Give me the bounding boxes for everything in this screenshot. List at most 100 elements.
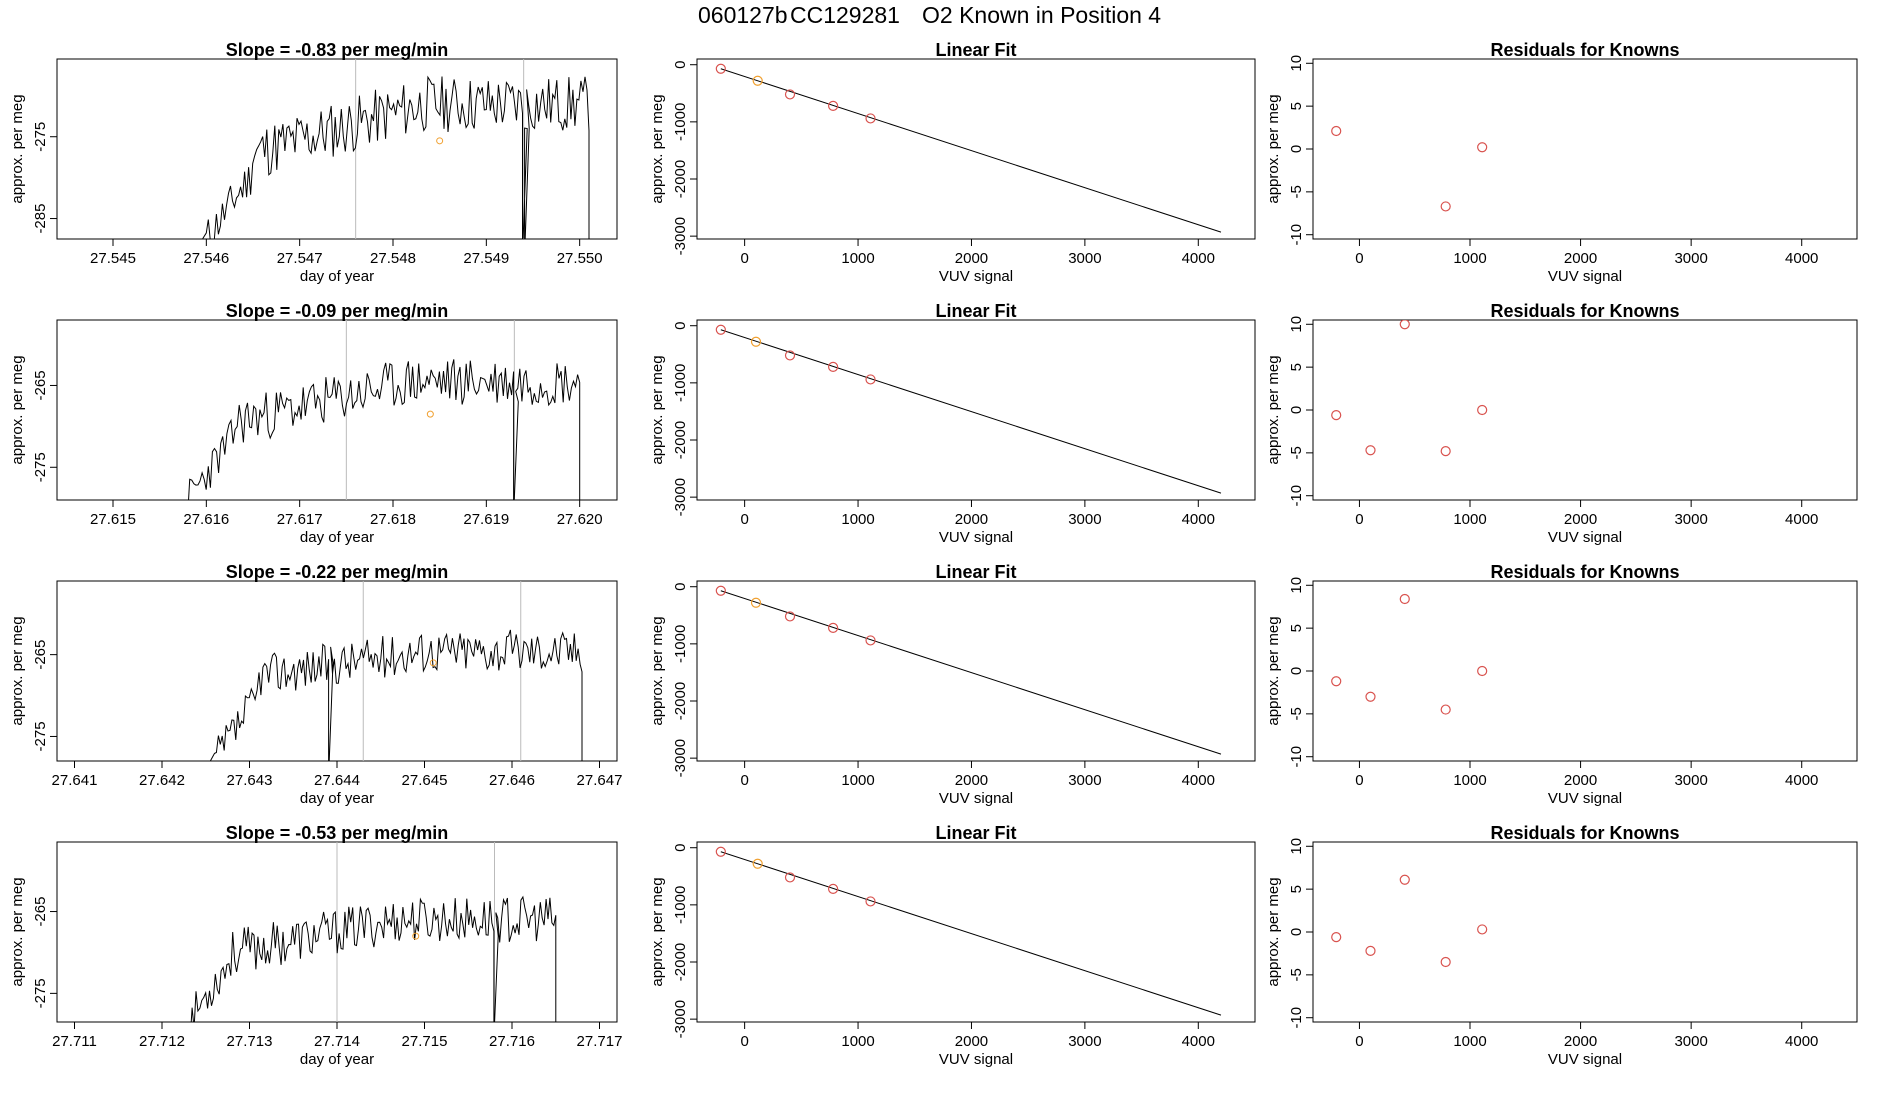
y-tick-label: 10 xyxy=(1288,577,1305,594)
plot-title: Linear Fit xyxy=(935,823,1016,843)
plot-title: Residuals for Knowns xyxy=(1490,301,1679,321)
residual-point xyxy=(1331,125,1342,137)
x-tick-label: 27.617 xyxy=(277,511,323,528)
x-tick-label: 27.717 xyxy=(577,1033,623,1050)
x-tick-label: 27.713 xyxy=(227,1033,273,1050)
x-tick-label: 27.714 xyxy=(314,1033,360,1050)
x-tick-label: 1000 xyxy=(1453,1033,1486,1050)
plot-title: Slope = -0.53 per meg/min xyxy=(226,823,449,843)
y-tick-label: -10 xyxy=(1288,1007,1305,1029)
y-tick-label: -10 xyxy=(1288,746,1305,768)
fit-point xyxy=(865,896,876,907)
chart-panel-residuals-1: Residuals for Knowns 0 1000 2000 3000 4000 VUV… xyxy=(1265,40,1858,285)
x-tick-label: 27.645 xyxy=(402,772,448,789)
y-axis-label: approx. per meg xyxy=(1265,877,1282,986)
residual-point xyxy=(1365,445,1376,456)
y-tick-label: -3000 xyxy=(672,478,689,516)
x-tick-label: 0 xyxy=(1355,772,1363,789)
fit-point xyxy=(827,361,839,372)
x-tick-label: 4000 xyxy=(1785,772,1818,789)
plot-frame xyxy=(696,319,1256,501)
fit-point xyxy=(865,374,876,385)
residual-point xyxy=(1399,593,1410,605)
x-axis-label: VUV signal xyxy=(939,529,1013,546)
x-axis-label: VUV signal xyxy=(1548,529,1622,546)
y-tick-label: 5 xyxy=(1288,885,1305,893)
y-axis-label: approx. per meg xyxy=(649,877,666,986)
fit-point xyxy=(750,336,762,347)
x-tick-label: 3000 xyxy=(1068,250,1101,267)
y-tick-label: 0 xyxy=(1288,667,1305,675)
x-tick-label: 27.549 xyxy=(463,250,509,267)
fit-line xyxy=(720,329,1222,494)
chart-panel-linear-fit-4: Linear Fit 0 1000 2000 3000 4000 VUV signal 0 -1… xyxy=(649,823,1256,1068)
y-tick-label: -275 xyxy=(32,122,49,152)
x-axis-label: VUV signal xyxy=(939,1051,1013,1068)
x-tick-label: 27.545 xyxy=(90,250,136,267)
x-tick-label: 0 xyxy=(1355,1033,1363,1050)
x-tick-label: 3000 xyxy=(1068,511,1101,528)
y-axis-label: approx. per meg xyxy=(649,616,666,725)
time-series-trace xyxy=(201,75,590,239)
y-tick-label: -5 xyxy=(1288,707,1305,720)
fit-line xyxy=(720,68,1222,233)
residual-point xyxy=(1365,945,1376,956)
fit-point xyxy=(865,635,876,646)
x-tick-label: 4000 xyxy=(1785,1033,1818,1050)
plot-frame xyxy=(696,580,1256,762)
x-tick-label: 2000 xyxy=(955,1033,988,1050)
x-tick-label: 4000 xyxy=(1182,511,1215,528)
plot-title: Linear Fit xyxy=(935,562,1016,582)
x-tick-label: 4000 xyxy=(1182,250,1215,267)
plot-title: Linear Fit xyxy=(935,301,1016,321)
plot-data-area xyxy=(1331,125,1488,212)
fit-point xyxy=(865,113,876,124)
x-axis-label: VUV signal xyxy=(1548,268,1622,285)
x-tick-label: 27.615 xyxy=(90,511,136,528)
plot-data-area xyxy=(1331,320,1488,457)
x-tick-label: 1000 xyxy=(841,772,874,789)
time-series-trace xyxy=(190,895,557,1022)
y-axis-label: approx. per meg xyxy=(1265,94,1282,203)
x-tick-label: 3000 xyxy=(1674,511,1707,528)
x-tick-label: 4000 xyxy=(1182,772,1215,789)
x-axis-label: day of year xyxy=(300,529,374,546)
y-tick-label: -3000 xyxy=(672,739,689,777)
x-tick-label: 27.716 xyxy=(489,1033,535,1050)
x-tick-label: 27.643 xyxy=(227,772,273,789)
x-tick-label: 4000 xyxy=(1785,511,1818,528)
x-tick-label: 2000 xyxy=(1564,511,1597,528)
y-tick-label: -10 xyxy=(1288,224,1305,246)
y-tick-label: -275 xyxy=(32,452,49,482)
x-tick-label: 27.546 xyxy=(183,250,229,267)
residual-point xyxy=(1440,201,1451,212)
plot-data-area xyxy=(1331,593,1488,715)
y-tick-label: -2000 xyxy=(672,682,689,720)
x-tick-label: 1000 xyxy=(1453,511,1486,528)
highlight-point xyxy=(436,137,444,145)
x-tick-label: 2000 xyxy=(1564,772,1597,789)
y-axis-label: approx. per meg xyxy=(9,616,26,725)
plot-title: Slope = -0.83 per meg/min xyxy=(226,40,449,60)
chart-panel-residuals-4: Residuals for Knowns 0 1000 2000 3000 4000 VUV… xyxy=(1265,823,1858,1068)
y-tick-label: -265 xyxy=(32,640,49,670)
plot-data-area xyxy=(715,585,1222,755)
x-tick-label: 2000 xyxy=(955,511,988,528)
fit-line xyxy=(720,590,1222,755)
x-tick-label: 27.641 xyxy=(52,772,98,789)
x-tick-label: 0 xyxy=(740,250,748,267)
x-tick-label: 27.646 xyxy=(489,772,535,789)
fit-line xyxy=(720,851,1222,1016)
plot-frame xyxy=(56,319,618,501)
y-tick-label: -285 xyxy=(32,204,49,234)
highlight-point xyxy=(412,932,420,940)
residual-point xyxy=(1331,932,1342,943)
residual-point xyxy=(1440,956,1451,968)
plot-frame xyxy=(56,58,618,240)
x-tick-label: 3000 xyxy=(1068,772,1101,789)
fit-point xyxy=(752,858,763,869)
residual-point xyxy=(1477,404,1488,416)
x-tick-label: 2000 xyxy=(955,772,988,789)
y-tick-label: 10 xyxy=(1288,838,1305,855)
plot-data-area xyxy=(190,842,557,1022)
